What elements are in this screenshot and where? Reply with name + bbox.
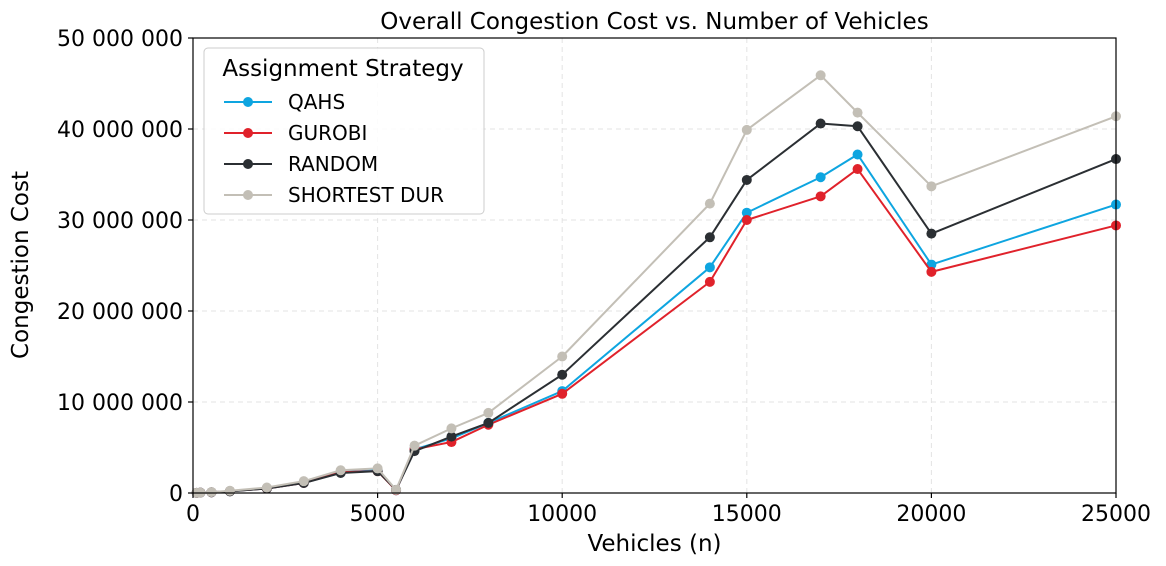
data-point-shortest-dur [926,181,937,192]
data-point-shortest-dur [741,124,752,135]
legend-swatch-marker [243,97,253,107]
ticks: 0 5000 10000 15000 20000 25000 0 10 000 000 20 0… [57,27,1151,527]
legend-label: SHORTEST DUR [288,183,444,207]
legend: Assignment Strategy QAHS GUROBI RANDOM SHOR… [203,47,485,215]
legend-item-random: RANDOM [224,152,378,176]
data-point-qahs [704,262,715,273]
y-tick-label: 50 000 000 [57,27,183,52]
y-tick-label: 30 000 000 [57,209,183,234]
y-tick-label: 20 000 000 [57,300,183,325]
data-point-random [815,118,826,129]
data-point-shortest-dur [815,70,826,81]
data-point-gurobi [852,164,863,175]
x-tick-label: 5000 [350,502,406,527]
legend-label: GUROBI [288,121,367,145]
series-layer [191,70,1121,498]
y-tick-label: 0 [169,482,183,507]
x-tick-label: 0 [186,502,200,527]
data-point-random [557,369,568,380]
data-point-qahs [815,172,826,183]
x-tick-label: 20000 [896,502,966,527]
data-point-random [483,417,494,428]
legend-swatch-marker [243,190,253,200]
data-point-random [852,121,863,132]
legend-title: Assignment Strategy [222,56,463,82]
series-line-gurobi [196,168,1117,494]
data-point-random [926,228,937,239]
legend-items: QAHS GUROBI RANDOM SHORTEST DUR [224,90,444,207]
data-point-shortest-dur [391,484,402,495]
data-point-shortest-dur [557,351,568,362]
legend-label: RANDOM [288,152,378,176]
data-point-shortest-dur [261,482,272,493]
legend-item-qahs: QAHS [224,90,345,114]
data-point-shortest-dur [372,463,383,474]
data-point-gurobi [926,266,937,277]
series-shortest-dur [191,70,1121,498]
data-point-gurobi [557,388,568,399]
data-point-qahs [852,149,863,160]
y-tick-label: 40 000 000 [57,118,183,143]
y-axis-label: Congestion Cost [8,171,34,359]
plot-frame [192,37,1117,494]
data-point-random [741,174,752,185]
legend-item-gurobi: GUROBI [224,121,367,145]
x-tick-label: 25000 [1081,502,1151,527]
legend-box [203,47,485,215]
x-tick-label: 15000 [712,502,782,527]
data-point-shortest-dur [409,440,420,451]
data-point-shortest-dur [298,476,309,487]
legend-item-shortest-dur: SHORTEST DUR [224,183,444,207]
data-point-shortest-dur [206,487,217,498]
x-axis-label: Vehicles (n) [587,531,721,557]
chart-title: Overall Congestion Cost vs. Number of Ve… [380,9,928,35]
data-point-random [446,431,457,442]
data-point-shortest-dur [224,485,235,496]
data-point-shortest-dur [483,407,494,418]
legend-swatch-marker [243,159,253,169]
data-point-shortest-dur [335,465,346,476]
data-point-shortest-dur [446,423,457,434]
x-tick-label: 10000 [527,502,597,527]
data-point-shortest-dur [852,107,863,118]
data-point-random [704,232,715,243]
data-point-qahs [741,207,752,218]
data-point-gurobi [741,215,752,225]
data-point-gurobi [815,191,826,202]
data-point-shortest-dur [704,198,715,209]
y-tick-label: 10 000 000 [57,391,183,416]
data-point-gurobi [704,276,715,287]
legend-swatch-marker [243,128,253,138]
legend-label: QAHS [288,90,345,114]
